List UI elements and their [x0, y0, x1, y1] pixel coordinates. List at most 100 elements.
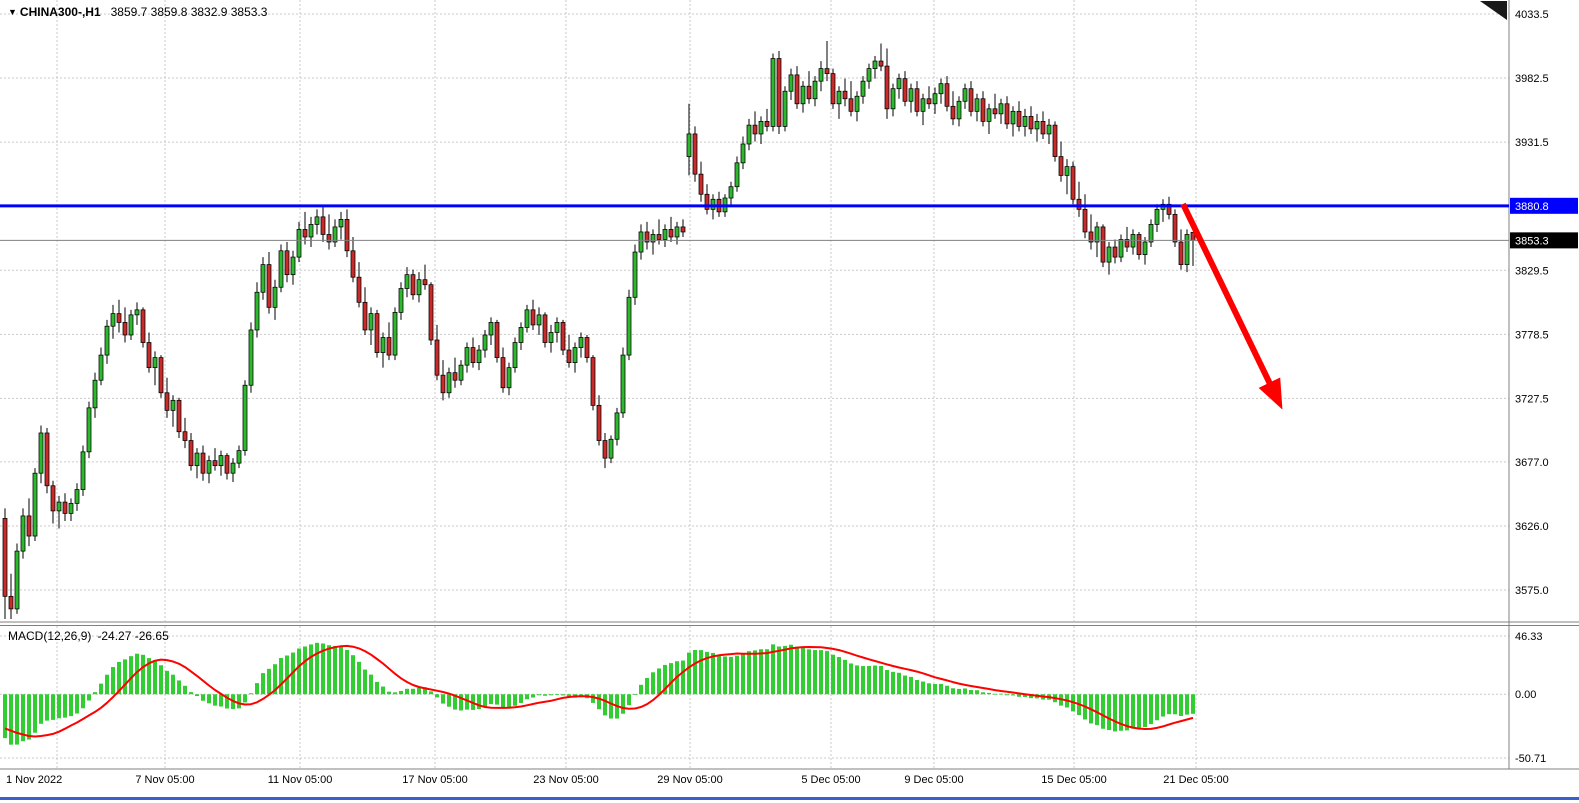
macd-bar: [327, 645, 331, 695]
candle-body: [908, 88, 914, 102]
macd-bar: [45, 694, 49, 721]
main-pane[interactable]: [2, 40, 1196, 619]
macd-bar: [1023, 694, 1027, 697]
price-axis[interactable]: 4033.5 3982.5 3931.5 3829.5 3778.5 3727.5 3677…: [1510, 9, 1578, 765]
candle-body: [992, 108, 998, 115]
macd-bar: [3, 694, 7, 739]
macd-bar: [1191, 694, 1195, 714]
candle-body: [632, 251, 638, 298]
bearish-arrow[interactable]: [1180, 202, 1283, 410]
candle-body: [974, 98, 980, 112]
candle-body: [878, 60, 884, 67]
macd-bar: [273, 664, 277, 695]
candle-body: [80, 451, 86, 490]
macd-bar: [363, 669, 367, 695]
price-tick-label: 3727.5: [1515, 393, 1549, 405]
candle-body: [1094, 226, 1100, 243]
candle-body: [1106, 246, 1112, 263]
candle-body: [428, 284, 434, 341]
macd-bar: [921, 681, 925, 695]
macd-bar: [621, 694, 625, 714]
candle-body: [1076, 198, 1082, 210]
candle-body: [404, 274, 410, 289]
time-tick-label: 17 Nov 05:00: [402, 774, 467, 786]
candle-body: [932, 93, 938, 105]
macd-bar: [801, 647, 805, 695]
macd-bar: [825, 651, 829, 695]
candle-body: [290, 256, 296, 276]
candle-body: [470, 347, 476, 364]
macd-bar: [189, 692, 193, 695]
symbol-dropdown-icon[interactable]: ▼: [8, 7, 17, 17]
macd-bar: [93, 692, 97, 695]
symbol-timeframe-label: CHINA300-,H1: [19, 5, 101, 19]
candle-body: [518, 327, 524, 343]
candle-body: [758, 121, 764, 135]
candle-body: [356, 276, 362, 303]
candle-body: [1136, 234, 1142, 255]
candle-body: [500, 357, 506, 389]
macd-bar: [1143, 694, 1147, 728]
macd-bar: [441, 694, 445, 704]
macd-bar: [1155, 694, 1159, 721]
macd-tick-label: 0.00: [1515, 689, 1536, 701]
macd-bar: [987, 692, 991, 695]
candle-body: [668, 229, 674, 238]
macd-bar: [1167, 694, 1171, 715]
candle-body: [362, 301, 368, 331]
macd-pane[interactable]: [3, 642, 1195, 745]
price-tick-label: 3829.5: [1515, 265, 1549, 277]
time-tick-label: 9 Dec 05:00: [904, 774, 963, 786]
macd-bar: [669, 663, 673, 695]
macd-bar: [939, 683, 943, 695]
candle-body: [860, 80, 866, 97]
candle-body: [134, 309, 140, 316]
macd-bar: [957, 688, 961, 695]
candle-body: [248, 329, 254, 386]
macd-bar: [891, 671, 895, 695]
macd-bar: [405, 688, 409, 695]
macd-bar: [969, 689, 973, 695]
candle-body: [278, 250, 284, 288]
macd-bar: [417, 687, 421, 695]
candle-body: [626, 296, 632, 356]
macd-bar: [1161, 694, 1165, 717]
candle-body: [1070, 166, 1076, 200]
candle-body: [158, 357, 164, 394]
macd-bar: [1113, 694, 1117, 732]
macd-bar: [999, 693, 1003, 695]
candle-body: [1028, 115, 1034, 130]
time-tick-label: 7 Nov 05:00: [135, 774, 194, 786]
macd-bar: [1149, 694, 1153, 725]
macd-bar: [1179, 694, 1183, 716]
macd-bar: [339, 646, 343, 695]
candle-body: [1118, 239, 1124, 258]
window-bottom-border: [0, 797, 1579, 800]
candle-body: [446, 372, 452, 394]
macd-bar: [645, 678, 649, 695]
candle-body: [476, 349, 482, 364]
macd-bar: [105, 674, 109, 695]
time-tick-label: 29 Nov 05:00: [657, 774, 722, 786]
candle-body: [926, 98, 932, 105]
chart-shift-marker[interactable]: [1480, 1, 1507, 20]
candle-body: [164, 392, 170, 411]
candle-body: [674, 226, 680, 238]
candle-body: [1172, 213, 1178, 243]
macd-bar: [849, 663, 853, 695]
candle-body: [824, 68, 830, 75]
candle-body: [212, 460, 218, 467]
candle-body: [26, 515, 32, 537]
macd-bar: [807, 649, 811, 695]
time-axis[interactable]: 1 Nov 2022 7 Nov 05:00 11 Nov 05:00 17 Nov …: [6, 774, 1229, 786]
candle-body: [272, 286, 278, 308]
macd-bar: [993, 693, 997, 695]
macd-bar: [75, 694, 79, 714]
candle-body: [572, 347, 578, 364]
macd-bar: [705, 651, 709, 695]
candle-body: [374, 313, 380, 353]
candle-body: [590, 357, 596, 406]
candle-body: [644, 231, 650, 243]
macd-bar: [1095, 694, 1099, 726]
